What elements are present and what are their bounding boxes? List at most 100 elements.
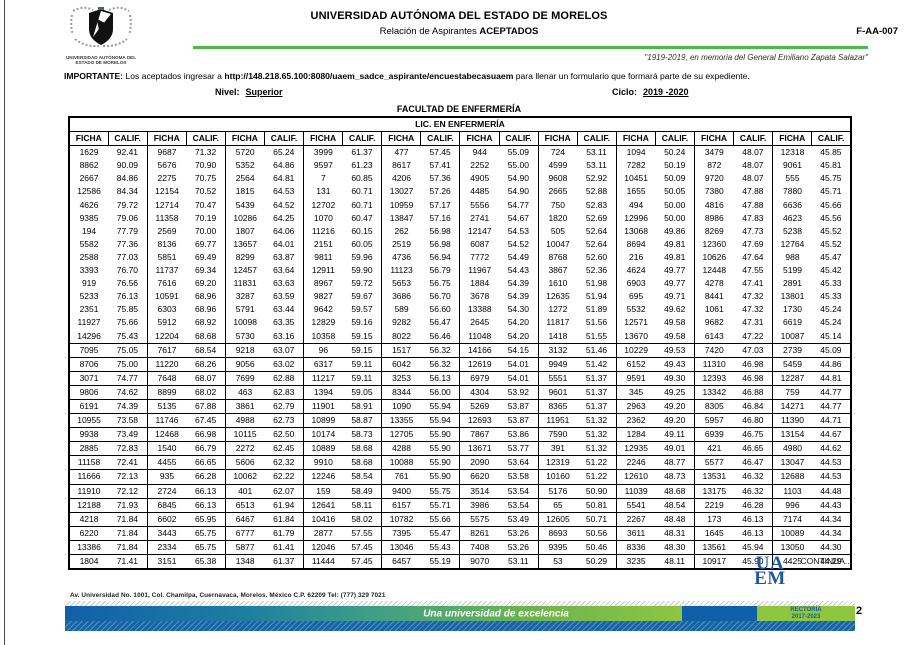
calif-cell: 44.53: [811, 469, 851, 485]
calif-header: CALIF.: [576, 131, 617, 147]
ficha-cell: 345: [615, 384, 656, 400]
calif-cell: 57.45: [429, 147, 451, 158]
ficha-cell: 9385: [79, 212, 99, 223]
calif-cell: 62.50: [264, 427, 304, 442]
calif-cell: 51.32: [577, 427, 617, 442]
calif-cell: 44.86: [811, 356, 851, 372]
ficha-cell: 2151: [303, 237, 343, 251]
calif-cell: 52.69: [585, 212, 608, 223]
calif-cell: 53.26: [499, 525, 539, 541]
rectoria-period: 2017-2023: [791, 614, 821, 620]
ficha-cell: 11737: [146, 264, 187, 278]
ficha-cell: 8344: [381, 384, 421, 400]
table-row: 13386 71.84 2334 65.75 5877 61.41 12046 57.45 13…: [69, 539, 851, 555]
ficha-cell: 1070: [303, 211, 343, 225]
calif-cell: 62.45: [264, 441, 304, 456]
ficha-cell: 13531: [693, 469, 734, 485]
calif-cell: 59.90: [351, 265, 373, 276]
calif-cell: 70.19: [194, 212, 217, 223]
calif-header: CALIF.: [733, 131, 774, 147]
calif-cell: 49.11: [655, 427, 695, 442]
ficha-cell: 494: [615, 198, 656, 212]
ficha-cell: 12318: [772, 145, 812, 160]
ficha-cell: 695: [615, 290, 656, 304]
calif-cell: 66.13: [186, 483, 226, 499]
calif-cell: 55.43: [420, 539, 460, 555]
calif-cell: 51.22: [577, 469, 617, 485]
ficha-cell: 10591: [146, 290, 187, 304]
table-row: 5582 77.36 8136 69.77 13657 64.01 2151 60.05 251…: [69, 237, 851, 251]
ficha-cell: 1090: [381, 398, 421, 414]
ficha-cell: 5199: [772, 264, 812, 278]
calif-cell: 48.73: [655, 469, 695, 485]
rectoria-label: RECTORÍA: [790, 607, 822, 613]
ficha-cell: 3253: [381, 370, 421, 386]
calif-header: CALIF.: [654, 131, 696, 147]
ficha-cell: 11927: [77, 317, 101, 328]
calif-cell: 55.94: [420, 413, 460, 428]
calif-cell: 51.55: [585, 330, 608, 341]
ficha-cell: 5176: [537, 483, 578, 499]
ficha-cell: 12154: [146, 185, 187, 199]
calif-cell: 68.02: [186, 384, 226, 400]
ficha-cell: 12635: [537, 290, 578, 304]
ficha-cell: 1610: [537, 277, 578, 291]
ficha-cell: 7: [303, 172, 343, 186]
ficha-cell: 9682: [693, 316, 734, 330]
calif-cell: 51.42: [577, 356, 617, 372]
survey-url-link[interactable]: http://148.218.65.100:8080/uaem_sadce_as…: [224, 71, 514, 81]
ficha-cell: 8336: [615, 539, 656, 555]
ficha-cell: 12046: [303, 539, 343, 555]
calif-cell: 54.52: [507, 238, 529, 249]
ficha-cell: 10160: [537, 469, 578, 485]
faculty-title: FACULTAD DE ENFERMERÍA: [396, 104, 522, 114]
ficha-cell: 9720: [693, 172, 734, 186]
table-row: 12586 84.34 12154 70.52 1815 64.53 131 60.71 130…: [69, 185, 851, 199]
ficha-cell: 9070: [459, 554, 500, 570]
ficha-cell: 13386: [69, 539, 109, 555]
ficha-cell: 7772: [459, 250, 500, 265]
calif-cell: 59.16: [351, 317, 373, 328]
calif-cell: 59.11: [342, 356, 382, 372]
calif-cell: 54.53: [507, 225, 529, 236]
calif-cell: 48.07: [742, 147, 764, 158]
calif-cell: 71.84: [108, 511, 148, 527]
ficha-cell: 4736: [381, 250, 421, 265]
calif-cell: 65.75: [186, 525, 226, 541]
ficha-cell: 750: [537, 198, 578, 212]
calif-cell: 74.39: [108, 398, 148, 414]
program-title-cell: LIC. EN ENFERMERÍA: [69, 117, 851, 133]
ficha-cell: 9061: [772, 159, 812, 173]
ficha-cell: 5439: [224, 198, 265, 212]
ficha-cell: 10416: [303, 511, 343, 527]
calif-cell: 46.84: [733, 398, 773, 414]
ficha-cell: 9938: [69, 427, 109, 442]
ficha-cell: 2267: [615, 511, 656, 527]
calif-cell: 54.01: [499, 370, 539, 386]
calif-cell: 53.86: [499, 427, 539, 442]
calif-cell: 66.28: [186, 469, 226, 485]
ficha-cell: 6467: [224, 511, 265, 527]
calif-cell: 45.75: [820, 173, 842, 184]
calif-cell: 44.67: [811, 427, 851, 442]
calif-cell: 56.98: [429, 238, 451, 249]
calif-cell: 70.75: [194, 173, 217, 184]
calif-cell: 45.85: [820, 147, 842, 158]
ficha-cell: 5577: [693, 455, 734, 470]
calif-cell: 44.29: [811, 554, 851, 570]
nivel-value: Superior: [245, 87, 283, 97]
ficha-cell: 11910: [69, 483, 109, 499]
calif-cell: 47.69: [742, 238, 764, 249]
ficha-cell: 8986: [693, 211, 734, 225]
calif-cell: 51.37: [577, 384, 617, 400]
ficha-cell: 6317: [303, 356, 343, 372]
calif-cell: 46.28: [733, 497, 773, 513]
calif-cell: 45.24: [820, 317, 842, 328]
calif-cell: 79.72: [116, 199, 139, 210]
ficha-cell: 1807: [224, 224, 265, 238]
table-row: 919 76.56 7616 69.20 11831 63.63 8967 59.72 5653…: [69, 277, 851, 291]
table-row: 4218 71.84 6602 65.95 6467 61.84 10416 58.02 107…: [69, 511, 851, 527]
calif-cell: 60.47: [351, 212, 373, 223]
calif-cell: 47.55: [742, 265, 764, 276]
university-slogan: Una universidad de excelencia: [423, 608, 569, 619]
